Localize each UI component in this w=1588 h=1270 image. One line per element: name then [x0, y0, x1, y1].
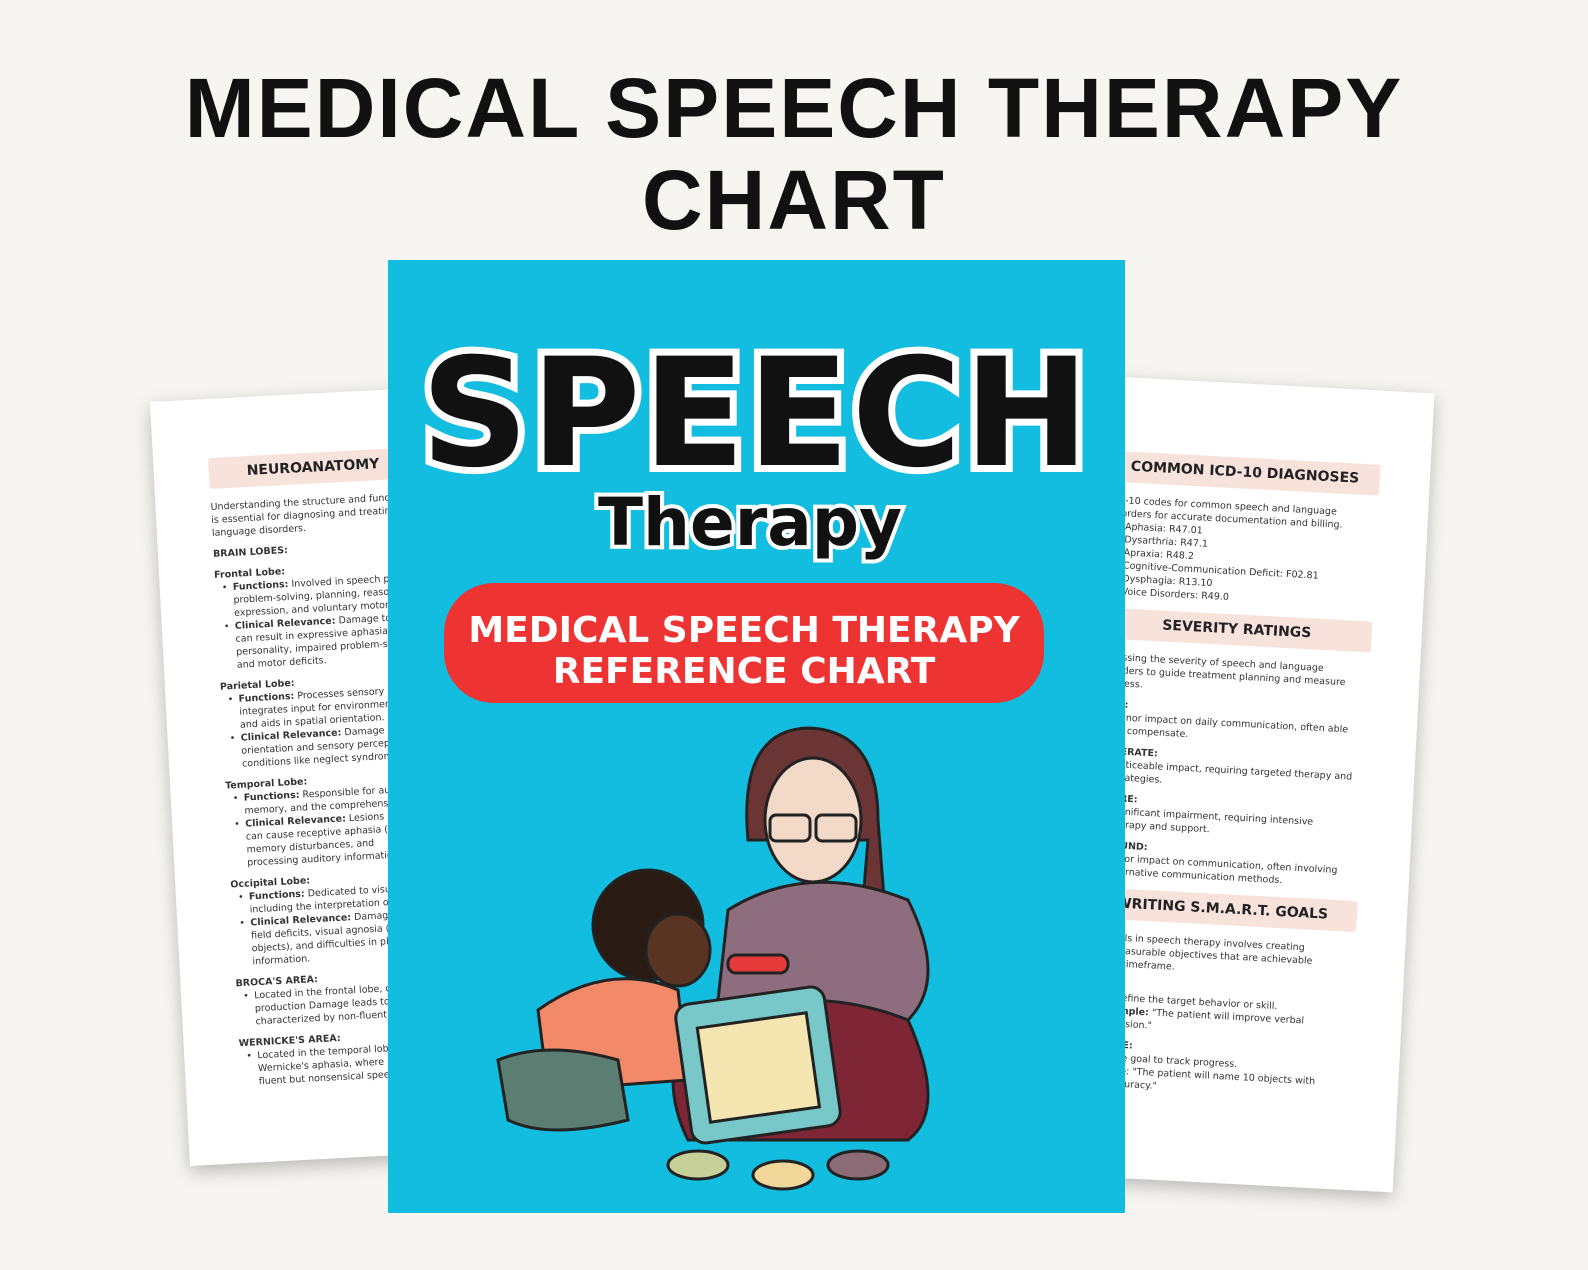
cover-art: SPEECH Therapy MEDICAL SPEECH THERAPY RE… — [414, 320, 1096, 1191]
title-line: MEDICAL SPEECH THERAPY — [184, 61, 1404, 155]
section: SEVERITY RATINGS Assessing the severity o… — [1089, 607, 1373, 891]
banner-line: REFERENCE CHART — [553, 651, 936, 692]
item-text: information. — [252, 953, 311, 968]
title-line: CHART — [642, 153, 946, 247]
section-title: SEVERITY RATINGS — [1101, 607, 1373, 653]
cover: SPEECH Therapy MEDICAL SPEECH THERAPY RE… — [388, 260, 1125, 1213]
cover-title: SPEECH — [421, 327, 1092, 501]
item-text: and motor deficits. — [236, 655, 327, 671]
banner — [444, 583, 1044, 703]
item-text: to compensate. — [1114, 725, 1189, 741]
section: COMMON ICD-10 DIAGNOSES ICD-10 codes for … — [1103, 450, 1381, 612]
cover-subtitle: Therapy — [598, 484, 902, 561]
section-title: COMMON ICD-10 DIAGNOSES — [1109, 450, 1381, 496]
banner-line: MEDICAL SPEECH THERAPY — [468, 610, 1020, 651]
section-title: WRITING S.M.A.R.T. GOALS — [1086, 887, 1358, 933]
illustration — [496, 726, 930, 1191]
main-title: MEDICAL SPEECH THERAPY CHART — [0, 62, 1588, 246]
